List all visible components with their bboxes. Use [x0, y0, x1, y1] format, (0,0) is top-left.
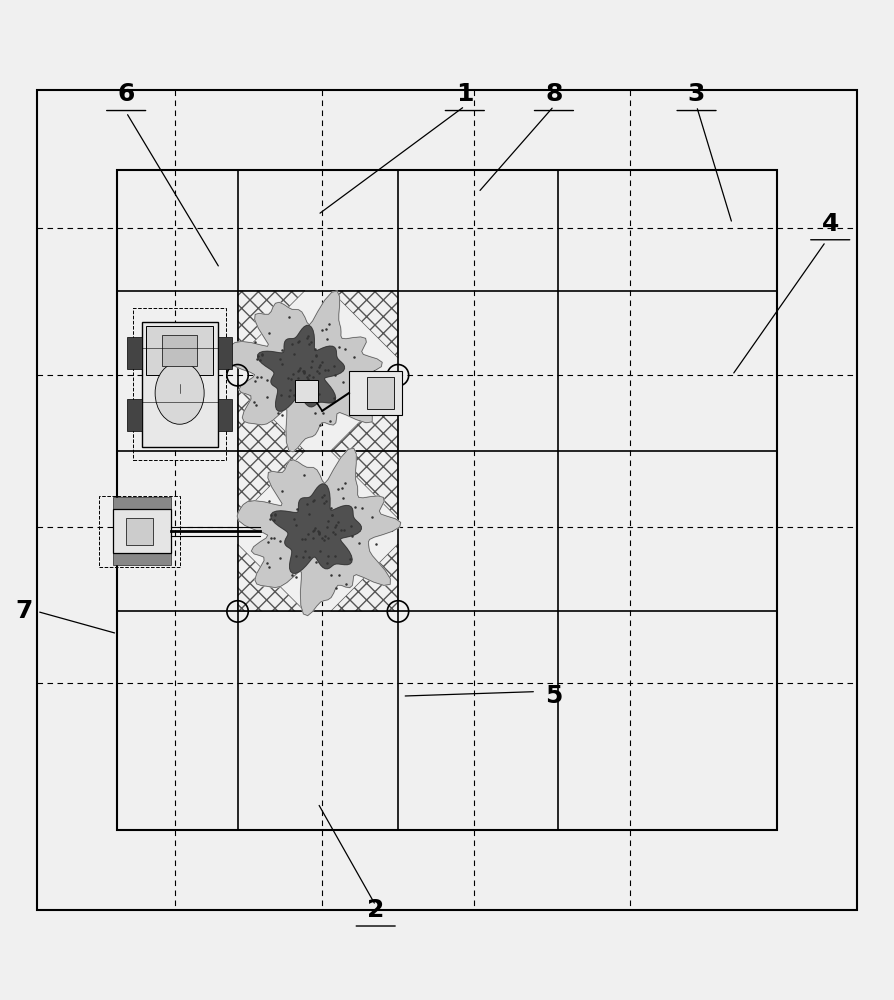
- Polygon shape: [257, 325, 344, 411]
- Text: 4: 4: [822, 212, 839, 236]
- Bar: [113, 497, 171, 512]
- Text: 8: 8: [545, 82, 562, 106]
- Text: 5: 5: [545, 684, 562, 708]
- Bar: [296, 380, 317, 402]
- Ellipse shape: [156, 362, 204, 424]
- Bar: [162, 335, 198, 366]
- Bar: [117, 170, 777, 830]
- Bar: [113, 509, 171, 553]
- Polygon shape: [237, 448, 401, 616]
- Text: 1: 1: [456, 82, 474, 106]
- Bar: [142, 322, 217, 447]
- Bar: [128, 399, 142, 431]
- Text: 7: 7: [15, 599, 32, 623]
- Polygon shape: [271, 484, 361, 573]
- Bar: [349, 371, 402, 415]
- Bar: [128, 337, 142, 369]
- Text: 6: 6: [117, 82, 135, 106]
- Bar: [99, 496, 180, 567]
- Bar: [126, 518, 153, 545]
- Polygon shape: [225, 291, 383, 452]
- Text: 2: 2: [367, 898, 384, 922]
- Bar: [113, 551, 171, 565]
- Bar: [367, 377, 393, 409]
- Bar: [217, 337, 232, 369]
- Bar: [217, 399, 232, 431]
- Text: 3: 3: [687, 82, 705, 106]
- Bar: [147, 326, 213, 375]
- Bar: [133, 308, 226, 460]
